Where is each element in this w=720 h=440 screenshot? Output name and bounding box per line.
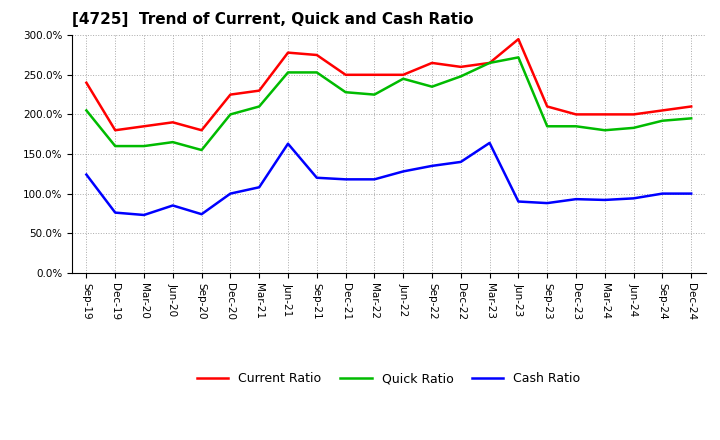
Current Ratio bbox=[456, 64, 465, 70]
Current Ratio bbox=[629, 112, 638, 117]
Cash Ratio bbox=[456, 159, 465, 165]
Cash Ratio bbox=[226, 191, 235, 196]
Current Ratio bbox=[658, 108, 667, 113]
Quick Ratio bbox=[485, 60, 494, 66]
Quick Ratio bbox=[111, 143, 120, 149]
Line: Cash Ratio: Cash Ratio bbox=[86, 143, 691, 215]
Current Ratio bbox=[370, 72, 379, 77]
Text: [4725]  Trend of Current, Quick and Cash Ratio: [4725] Trend of Current, Quick and Cash … bbox=[72, 12, 474, 27]
Cash Ratio bbox=[687, 191, 696, 196]
Cash Ratio bbox=[312, 175, 321, 180]
Cash Ratio bbox=[572, 197, 580, 202]
Current Ratio bbox=[168, 120, 177, 125]
Quick Ratio bbox=[687, 116, 696, 121]
Quick Ratio bbox=[197, 147, 206, 153]
Cash Ratio bbox=[485, 140, 494, 146]
Cash Ratio bbox=[629, 196, 638, 201]
Quick Ratio bbox=[226, 112, 235, 117]
Quick Ratio bbox=[543, 124, 552, 129]
Quick Ratio bbox=[255, 104, 264, 109]
Quick Ratio bbox=[341, 90, 350, 95]
Cash Ratio bbox=[543, 201, 552, 206]
Cash Ratio bbox=[514, 199, 523, 204]
Legend: Current Ratio, Quick Ratio, Cash Ratio: Current Ratio, Quick Ratio, Cash Ratio bbox=[192, 367, 585, 390]
Current Ratio bbox=[226, 92, 235, 97]
Quick Ratio bbox=[658, 118, 667, 123]
Cash Ratio bbox=[658, 191, 667, 196]
Current Ratio bbox=[572, 112, 580, 117]
Quick Ratio bbox=[572, 124, 580, 129]
Current Ratio bbox=[399, 72, 408, 77]
Line: Quick Ratio: Quick Ratio bbox=[86, 57, 691, 150]
Quick Ratio bbox=[514, 55, 523, 60]
Cash Ratio bbox=[111, 210, 120, 215]
Quick Ratio bbox=[629, 125, 638, 131]
Quick Ratio bbox=[82, 108, 91, 113]
Cash Ratio bbox=[168, 203, 177, 208]
Current Ratio bbox=[140, 124, 148, 129]
Quick Ratio bbox=[168, 139, 177, 145]
Cash Ratio bbox=[399, 169, 408, 174]
Quick Ratio bbox=[399, 76, 408, 81]
Current Ratio bbox=[284, 50, 292, 55]
Quick Ratio bbox=[370, 92, 379, 97]
Current Ratio bbox=[312, 52, 321, 58]
Current Ratio bbox=[197, 128, 206, 133]
Cash Ratio bbox=[600, 197, 609, 202]
Current Ratio bbox=[543, 104, 552, 109]
Current Ratio bbox=[341, 72, 350, 77]
Quick Ratio bbox=[312, 70, 321, 75]
Current Ratio bbox=[485, 60, 494, 66]
Cash Ratio bbox=[370, 177, 379, 182]
Cash Ratio bbox=[255, 185, 264, 190]
Current Ratio bbox=[111, 128, 120, 133]
Quick Ratio bbox=[456, 74, 465, 79]
Current Ratio bbox=[600, 112, 609, 117]
Cash Ratio bbox=[197, 212, 206, 217]
Current Ratio bbox=[687, 104, 696, 109]
Current Ratio bbox=[514, 37, 523, 42]
Current Ratio bbox=[255, 88, 264, 93]
Quick Ratio bbox=[428, 84, 436, 89]
Quick Ratio bbox=[284, 70, 292, 75]
Cash Ratio bbox=[140, 213, 148, 218]
Current Ratio bbox=[428, 60, 436, 66]
Quick Ratio bbox=[140, 143, 148, 149]
Cash Ratio bbox=[428, 163, 436, 169]
Cash Ratio bbox=[284, 141, 292, 147]
Quick Ratio bbox=[600, 128, 609, 133]
Line: Current Ratio: Current Ratio bbox=[86, 39, 691, 130]
Cash Ratio bbox=[341, 177, 350, 182]
Current Ratio bbox=[82, 80, 91, 85]
Cash Ratio bbox=[82, 172, 91, 177]
